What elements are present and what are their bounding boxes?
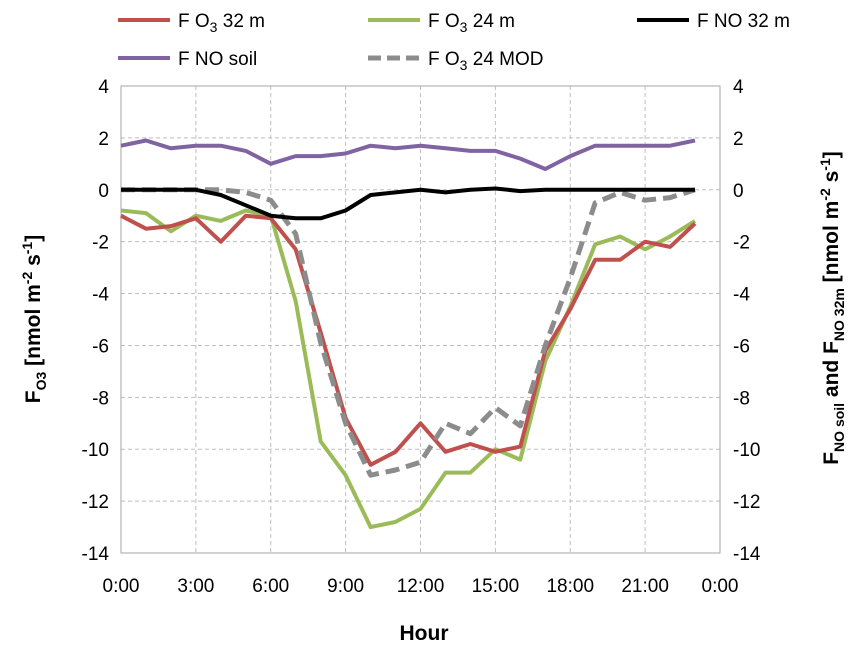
y-right-title-p4: s	[820, 171, 843, 189]
y-left-title-mid: s	[22, 254, 45, 272]
y-axis-right-title: FNO soil and FNO 32m [nmol m-2 s-1]	[817, 151, 847, 465]
y-left-title-sup1: -2	[19, 272, 35, 285]
y-left-tick-label: -14	[82, 544, 110, 565]
legend-label: F O3 24 m	[428, 11, 515, 35]
x-axis-title: Hour	[400, 622, 449, 645]
y-right-title-s1: NO soil	[831, 403, 847, 452]
y-right-title-p5: ]	[820, 151, 843, 158]
legend-label-pre: F NO soil	[178, 49, 257, 70]
plot-area-border	[120, 85, 721, 554]
y-right-tick-label: 4	[733, 77, 744, 98]
y-right-tick-label: -6	[733, 336, 750, 357]
y-left-title-end: ]	[22, 235, 45, 242]
x-tick-label: 9:00	[327, 576, 364, 597]
y-right-tick-label: -12	[733, 492, 760, 513]
y-right-title-p3: [nmol m	[820, 201, 843, 289]
y-right-title-p1: F	[820, 452, 843, 465]
legend-label: F NO 32 m	[697, 11, 790, 32]
legend-label-pre: F O	[178, 11, 210, 32]
y-right-tick-label: 0	[733, 181, 744, 202]
legend-item-fo3_32: F O3 32 m	[118, 11, 265, 35]
y-left-title-main: F	[22, 390, 45, 403]
x-tick-label: 0:00	[702, 576, 739, 597]
x-tick-label: 18:00	[546, 576, 594, 597]
y-left-title-unit: [nmol m	[22, 284, 45, 372]
legend-label-post: 24 MOD	[467, 49, 543, 70]
y-right-title-sup2: -1	[817, 158, 833, 171]
y-left-tick-label: -2	[92, 233, 109, 254]
legend-label-post: 24 m	[467, 11, 515, 32]
y-right-tick-label: -2	[733, 233, 750, 254]
y-axis-left-title: FO3 [nmol m-2 s-1]	[19, 235, 49, 403]
y-right-tick-label: -8	[733, 388, 750, 409]
x-tick-label: 15:00	[472, 576, 520, 597]
series-line-fo3_32	[120, 213, 697, 467]
legend-label-pre: F O	[428, 49, 460, 70]
legend-item-fno_32: F NO 32 m	[637, 11, 790, 32]
y-right-title-s2: NO 32m	[831, 288, 847, 341]
y-right-tick-label: -4	[733, 285, 750, 306]
gridlines	[121, 85, 720, 554]
y-right-tick-label: -14	[733, 544, 761, 565]
y-left-tick-label: 4	[98, 77, 109, 98]
y-right-tick-label: 2	[733, 129, 744, 150]
legend-label-post: 32 m	[217, 11, 265, 32]
legend-item-fo3_24_mod: F O3 24 MOD	[368, 49, 544, 73]
series-line-fo3_24	[120, 208, 697, 530]
y-left-tick-label: 0	[98, 181, 109, 202]
x-tick-label: 0:00	[103, 576, 140, 597]
y-left-tick-label: -8	[92, 388, 109, 409]
x-tick-label: 21:00	[621, 576, 669, 597]
legend-label-sub: 3	[210, 19, 218, 35]
legend-label: F O3 24 MOD	[428, 49, 544, 73]
y-left-tick-label: -10	[82, 440, 109, 461]
series-line-fo3_24_mod	[121, 187, 696, 478]
y-left-title-sub: O3	[33, 372, 49, 391]
y-left-title-sup2: -1	[19, 242, 35, 255]
y-left-tick-label: 2	[98, 129, 109, 150]
legend-label-pre: F NO 32 m	[697, 11, 790, 32]
legend-label-pre: F O	[428, 11, 460, 32]
x-tick-label: 6:00	[252, 576, 289, 597]
y-left-tick-label: -6	[92, 336, 109, 357]
y-right-title-p2: and F	[820, 341, 843, 403]
plot-frame	[120, 85, 721, 554]
legend-item-fno_soil: F NO soil	[118, 49, 257, 70]
y-left-tick-label: -12	[82, 492, 109, 513]
legend-label-sub: 3	[460, 19, 468, 35]
series-line-fno_soil	[120, 138, 696, 171]
x-tick-label: 12:00	[397, 576, 445, 597]
legend-label: F O3 32 m	[178, 11, 265, 35]
y-right-tick-label: -10	[733, 440, 760, 461]
legend-item-fo3_24: F O3 24 m	[368, 11, 515, 35]
x-tick-label: 3:00	[177, 576, 214, 597]
tick-labels: 4 4 2 2 0 0 -2 -2 -4 -4 -6 -6 -8 -8 -10 -10 -12 -12 -14 -14…	[82, 77, 761, 597]
series-lines	[120, 138, 697, 530]
legend-label: F NO soil	[178, 49, 257, 70]
series-line-fno_32	[121, 186, 695, 221]
y-left-tick-label: -4	[92, 285, 109, 306]
legend-label-sub: 3	[460, 57, 468, 73]
y-right-title-sup1: -2	[817, 188, 833, 201]
